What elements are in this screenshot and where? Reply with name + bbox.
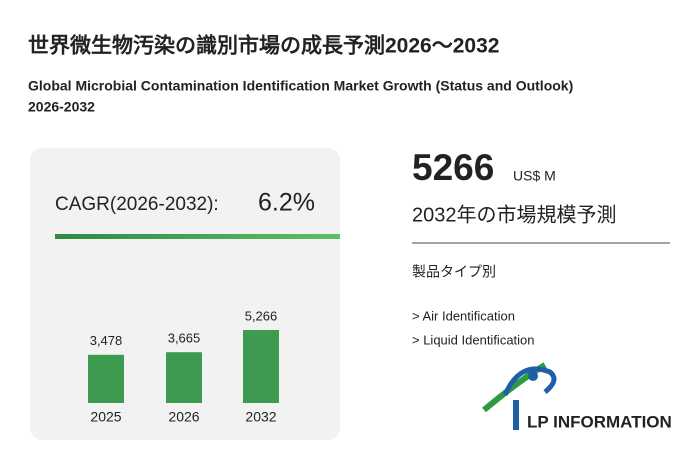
value-label: 5,266 [245,308,278,323]
logo-swoosh [502,366,557,397]
bar [88,354,124,403]
cagr-label: CAGR(2026-2032): [55,194,219,215]
bar [166,352,202,403]
unit: US$ M [513,168,556,184]
value-label: 3,665 [168,331,201,346]
title: 世界微生物汚染の識別市場の成長予測2026～2032 [28,34,499,58]
logo-dot [528,371,538,381]
segment-label: 製品タイプ別 [412,264,496,280]
segment-item: > Liquid Identification [412,332,535,347]
market-size: 5266 [412,147,494,188]
bar [243,330,279,403]
value-label: 3,478 [90,333,123,348]
divider [55,234,340,239]
x-tick-label: 2025 [90,409,121,425]
subtitle: Global Microbial Contamination Identific… [28,78,573,94]
logo: LP INFORMATION [482,362,672,431]
x-tick-label: 2026 [168,409,199,425]
logo-bar [513,400,519,430]
logo-text: LP INFORMATION [527,412,672,431]
x-tick-label: 2032 [245,409,276,425]
caption: 2032年の市場規模予測 [412,203,617,226]
segment-item: > Air Identification [412,308,515,323]
cagr-value: 6.2% [258,189,315,217]
subtitle: 2026-2032 [28,99,95,115]
